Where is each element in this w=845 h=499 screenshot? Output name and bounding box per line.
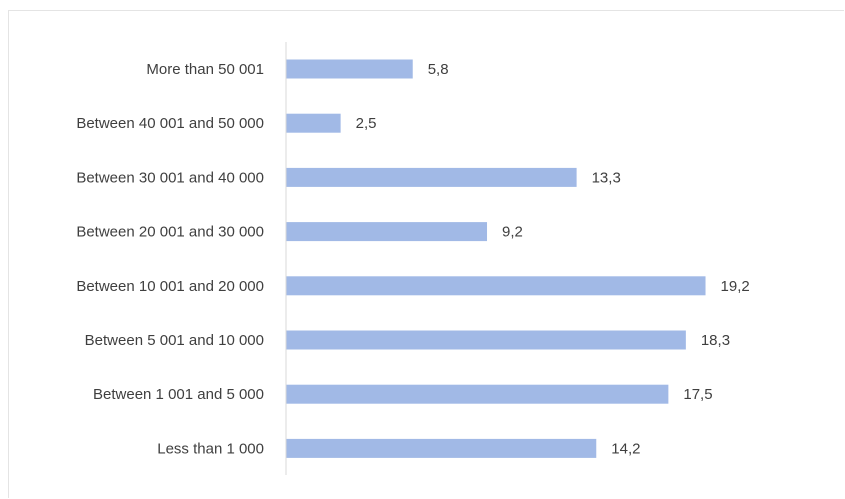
value-labels-group: 5,8 2,5 13,3 9,2 19,2 18,3 17,5 14,2 [356, 61, 750, 457]
bar-0 [286, 59, 413, 79]
bars-group [286, 59, 706, 458]
bar-1 [286, 113, 341, 133]
bar-6 [286, 384, 669, 404]
category-label: Between 5 001 and 10 000 [85, 332, 264, 349]
category-label: Between 30 001 and 40 000 [76, 169, 264, 186]
value-label: 2,5 [356, 115, 377, 132]
category-label: Less than 1 000 [157, 440, 264, 457]
value-label: 14,2 [611, 440, 640, 457]
value-label: 9,2 [502, 224, 523, 241]
chart-frame [8, 10, 844, 498]
bar-5 [286, 330, 686, 350]
bar-7 [286, 438, 597, 458]
category-label: Between 20 001 and 30 000 [76, 224, 264, 241]
category-label: Between 40 001 and 50 000 [76, 115, 264, 132]
value-label: 13,3 [592, 169, 621, 186]
bar-4 [286, 276, 706, 296]
value-label: 17,5 [683, 386, 712, 403]
category-label: Between 10 001 and 20 000 [76, 278, 264, 295]
value-label: 5,8 [428, 61, 449, 78]
bar-3 [286, 222, 488, 242]
category-label: More than 50 001 [146, 61, 264, 78]
value-label: 18,3 [701, 332, 730, 349]
category-label: Between 1 001 and 5 000 [93, 386, 264, 403]
value-label: 19,2 [721, 278, 750, 295]
category-labels-group: More than 50 001 Between 40 001 and 50 00… [76, 61, 264, 457]
bar-2 [286, 167, 577, 187]
